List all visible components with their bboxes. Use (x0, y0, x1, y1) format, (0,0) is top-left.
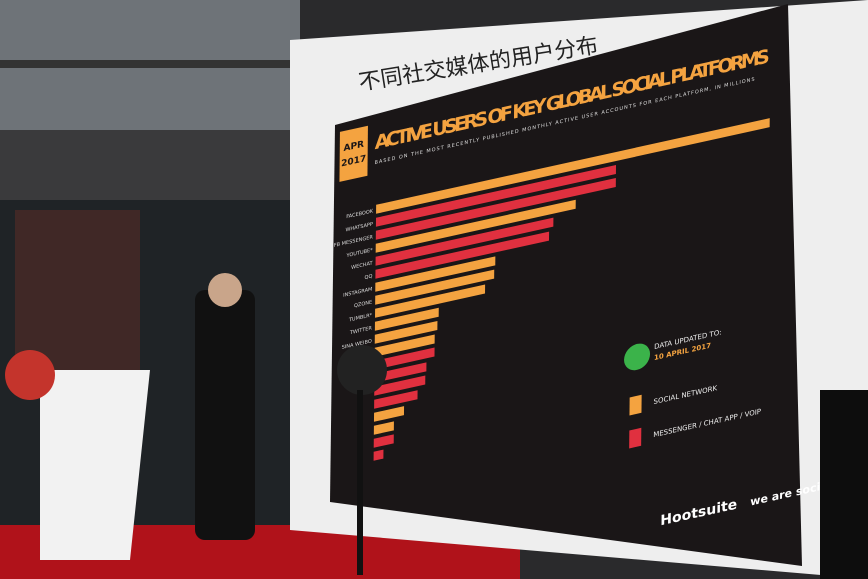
badge-month: APR (343, 140, 364, 154)
bar (373, 434, 394, 448)
bar (375, 231, 550, 279)
speaker-box (820, 390, 868, 579)
window-frame (0, 60, 300, 68)
date-badge (339, 125, 368, 182)
platform-label: TWITTER (349, 325, 373, 336)
bar (375, 284, 486, 318)
bar (375, 177, 616, 240)
legend-swatch (629, 394, 642, 416)
bar (376, 118, 770, 214)
poster (15, 210, 140, 370)
platform-label: QZONE (354, 299, 372, 309)
bar (374, 307, 439, 331)
platform-label: TUMBLR* (348, 312, 373, 323)
bar (375, 164, 617, 227)
tripod (357, 390, 363, 575)
bar (373, 449, 384, 461)
camera (337, 345, 387, 395)
bar (374, 347, 435, 370)
platform-label: WECHAT (351, 260, 373, 271)
platform-label: QQ (365, 273, 373, 281)
bar (374, 375, 426, 396)
podium (40, 370, 150, 560)
platform-label: WHATSAPP (345, 221, 372, 233)
bar (375, 269, 495, 305)
bar (374, 334, 435, 357)
update-icon (624, 343, 651, 371)
bar (373, 421, 394, 435)
bar (373, 406, 405, 422)
bar (375, 199, 576, 253)
beam (0, 130, 300, 200)
bar (374, 362, 427, 383)
platform-label: FACEBOOK (346, 208, 374, 220)
bar (375, 256, 496, 292)
bar (374, 390, 418, 409)
bar (374, 320, 438, 344)
platform-label: YOUTUBE* (346, 247, 374, 259)
bar (375, 217, 554, 266)
speaker (195, 290, 255, 540)
speaker-head (208, 273, 242, 307)
flowers (5, 350, 55, 400)
legend-swatch (629, 427, 642, 449)
